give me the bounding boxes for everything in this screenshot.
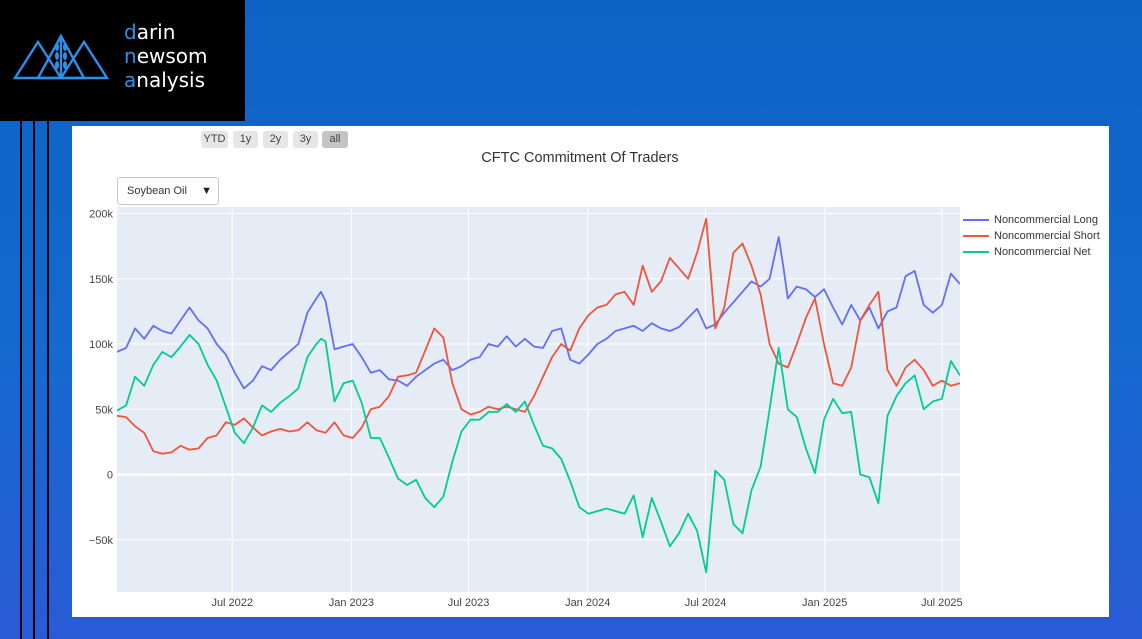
legend-item-short[interactable]: Noncommercial Short <box>963 228 1100 244</box>
y-tick-label: 0 <box>107 470 113 482</box>
range-button-1y[interactable]: 1y <box>233 131 258 148</box>
legend-swatch-short <box>963 235 989 237</box>
decor-line <box>33 121 35 639</box>
range-button-3y[interactable]: 3y <box>293 131 318 148</box>
decor-line <box>47 121 49 639</box>
chart-svg[interactable]: 200k 150k 100k 50k 0 −50k Jul 2022 Jan 2023 Jul … <box>72 126 1109 617</box>
logo-line-darin: darin <box>124 20 176 44</box>
logo-box: darin newsom analysis <box>0 0 245 121</box>
series-line-long[interactable] <box>117 236 960 390</box>
logo-wordmark: darin newsom analysis <box>124 20 208 92</box>
x-tick-label: Jan 2025 <box>802 597 847 609</box>
y-tick-label: 150k <box>89 274 113 286</box>
plot-area <box>117 207 960 592</box>
x-tick-label: Jul 2024 <box>685 597 727 609</box>
range-button-all[interactable]: all <box>322 131 348 148</box>
y-tick-label: 100k <box>89 339 113 351</box>
chart-legend: Noncommercial Long Noncommercial Short N… <box>963 212 1100 260</box>
legend-item-long[interactable]: Noncommercial Long <box>963 212 1100 228</box>
x-tick-label: Jul 2025 <box>921 597 963 609</box>
x-tick-label: Jul 2022 <box>211 597 253 609</box>
logo-line-newsom: newsom <box>124 44 208 68</box>
legend-item-net[interactable]: Noncommercial Net <box>963 244 1100 260</box>
y-tick-label: 50k <box>95 404 113 416</box>
dropdown-selected-value: Soybean Oil <box>127 185 187 197</box>
commodity-dropdown[interactable]: Soybean Oil ▼ <box>117 177 219 205</box>
decor-line <box>20 121 22 639</box>
dropdown-arrow-icon: ▼ <box>201 185 212 197</box>
y-tick-label: 200k <box>89 209 113 221</box>
x-tick-label: Jul 2023 <box>448 597 490 609</box>
series-line-short[interactable] <box>117 217 960 455</box>
chart-panel: 200k 150k 100k 50k 0 −50k Jul 2022 Jan 2023 Jul … <box>72 126 1109 617</box>
chart-title: CFTC Commitment Of Traders <box>481 150 679 166</box>
range-button-ytd[interactable]: YTD <box>201 131 228 148</box>
x-tick-label: Jan 2024 <box>565 597 610 609</box>
legend-swatch-long <box>963 219 989 221</box>
x-tick-label: Jan 2023 <box>329 597 374 609</box>
series-line-net[interactable] <box>117 334 960 574</box>
y-tick-label: −50k <box>89 535 114 547</box>
range-button-2y[interactable]: 2y <box>263 131 288 148</box>
logo-line-analysis: analysis <box>124 68 205 92</box>
logo-mountains-icon <box>12 33 110 80</box>
legend-swatch-net <box>963 251 989 253</box>
